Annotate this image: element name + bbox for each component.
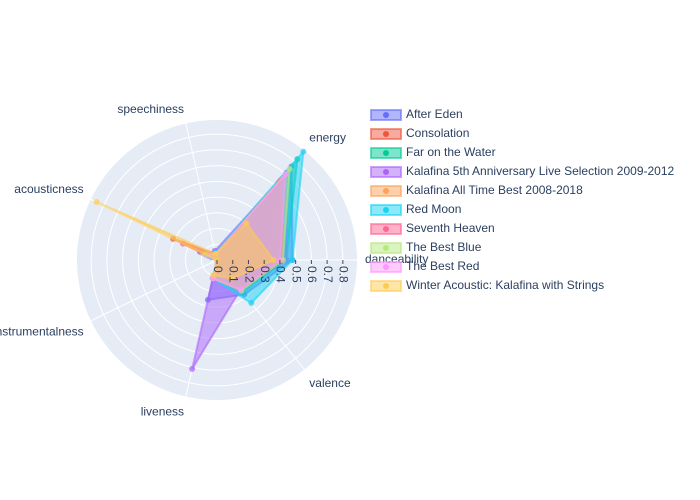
radial-tick-label: 0.5: [289, 266, 303, 283]
legend-label: Seventh Heaven: [406, 221, 495, 235]
legend-label: Far on the Water: [406, 145, 496, 159]
data-point: [210, 272, 217, 279]
data-point: [228, 275, 235, 282]
data-point: [248, 300, 255, 307]
legend-label: After Eden: [406, 107, 463, 121]
data-point: [243, 220, 250, 227]
legend-label: Winter Acoustic: Kalafina with Strings: [406, 278, 604, 292]
angular-label: acousticness: [14, 182, 83, 196]
angular-label: valence: [309, 376, 351, 390]
angular-label: liveness: [141, 404, 184, 418]
radial-tick-label: 0.7: [321, 266, 335, 283]
legend-marker: [383, 150, 389, 156]
radial-tick-label: 0.4: [274, 266, 288, 283]
legend-label: Kalafina All Time Best 2008-2018: [406, 183, 583, 197]
data-point: [289, 257, 296, 263]
spoke: [185, 123, 218, 261]
radial-tick-label: 0.3: [258, 266, 272, 283]
legend-marker: [383, 207, 389, 213]
polar-area: danceabilityenergyspeechinessacousticnes…: [0, 102, 428, 419]
legend-label: Consolation: [406, 126, 469, 140]
data-point: [212, 250, 219, 257]
legend-label: Kalafina 5th Anniversary Live Selection …: [406, 164, 675, 178]
legend-marker: [383, 188, 389, 194]
data-point: [189, 365, 196, 372]
angular-label: speechiness: [117, 102, 184, 116]
legend: After Eden Consolation Far on the Water Kal…: [370, 107, 675, 292]
radial-tick-label: 0.2: [242, 266, 256, 283]
data-point: [286, 165, 293, 172]
data-point: [300, 148, 307, 155]
legend-marker: [383, 226, 389, 232]
angular-label: energy: [309, 130, 346, 144]
legend-label: Red Moon: [406, 202, 461, 216]
spoke: [90, 259, 218, 322]
angular-label: instrumentalness: [0, 324, 84, 338]
radial-tick-label: 0.1: [227, 266, 241, 283]
radial-tick-label: 0: [211, 266, 225, 273]
data-point: [270, 257, 277, 263]
data-point: [237, 286, 244, 293]
legend-label: The Best Blue: [406, 240, 482, 254]
data-point: [93, 198, 100, 205]
data-point: [282, 170, 289, 177]
radial-tick-label: 0.6: [305, 266, 319, 283]
legend-marker: [383, 112, 389, 118]
legend-label: The Best Red: [406, 259, 479, 273]
legend-marker: [383, 264, 389, 270]
legend-marker: [383, 245, 389, 251]
legend-marker: [383, 169, 389, 175]
legend-marker: [383, 131, 389, 137]
legend-marker: [383, 283, 389, 289]
series-area: [96, 201, 276, 280]
radial-tick-label: 0.8: [337, 266, 351, 283]
